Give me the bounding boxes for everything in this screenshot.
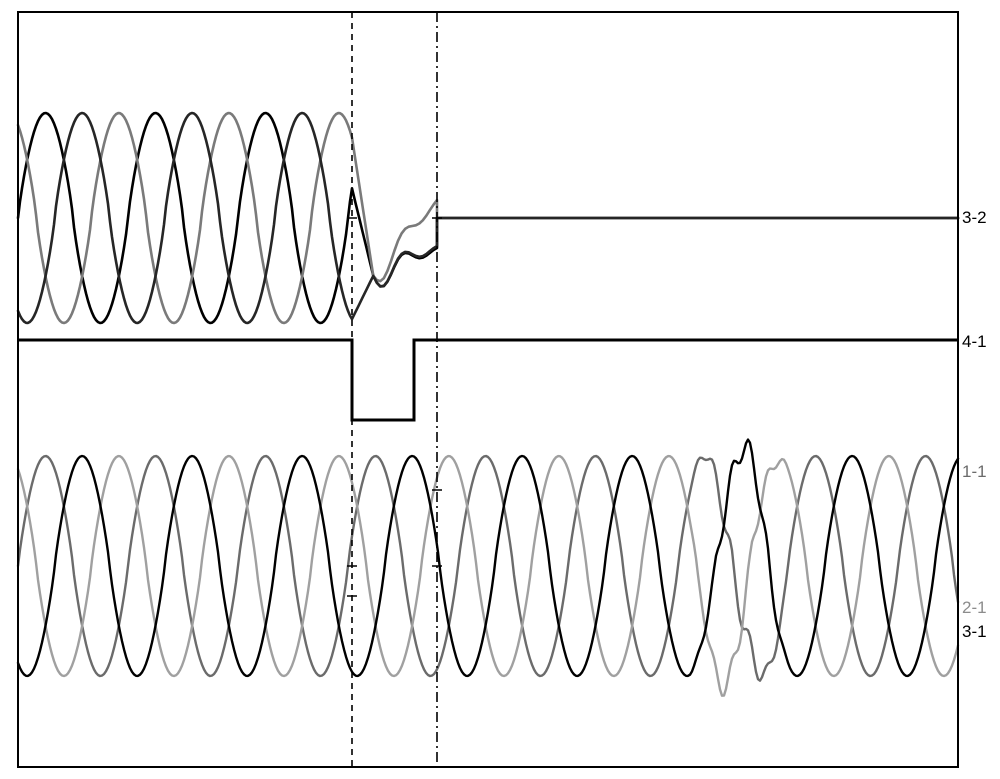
lbl-2-1: 2-1 xyxy=(962,598,987,617)
lbl-3-1: 3-1 xyxy=(962,622,987,641)
lbl-4-1: 4-1 xyxy=(962,332,987,351)
oscilloscope-screenshot: 3-2 4-1 1-1 2-1 3-1 xyxy=(0,0,1000,779)
lbl-3-2: 3-2 xyxy=(962,208,987,227)
lbl-1-1: 1-1 xyxy=(962,462,987,481)
scope-canvas: 3-2 4-1 1-1 2-1 3-1 xyxy=(0,0,1000,779)
